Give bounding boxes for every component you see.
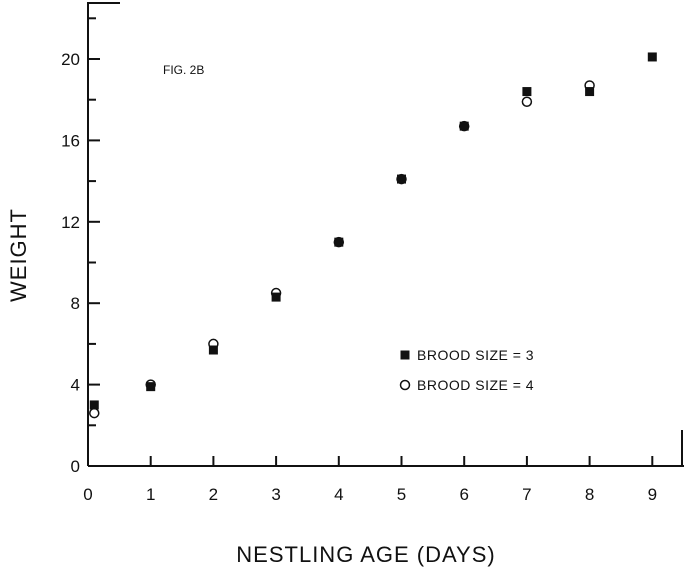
- brood-3-point: [459, 121, 469, 131]
- x-tick-label: 4: [334, 485, 343, 504]
- x-tick-label: 7: [522, 485, 531, 504]
- brood-3-point: [208, 345, 218, 355]
- x-tick-label: 1: [146, 485, 155, 504]
- x-axis-title: NESTLING AGE (DAYS): [236, 542, 495, 567]
- y-tick-label: 20: [61, 50, 80, 69]
- brood-4-point: [584, 80, 595, 91]
- brood-3-point: [146, 382, 156, 392]
- figure-label: FIG. 2B: [163, 63, 204, 77]
- y-tick-label: 16: [61, 131, 80, 150]
- brood-4-point: [145, 379, 156, 390]
- x-tick-label: 0: [83, 485, 92, 504]
- legend-square-marker: [400, 350, 410, 360]
- brood-4-point: [208, 338, 219, 350]
- brood-4-point: [89, 407, 100, 419]
- y-tick-label: 0: [71, 457, 80, 476]
- brood-4-point: [333, 236, 345, 248]
- y-tick-label: 8: [71, 294, 80, 313]
- y-axis-title: WEIGHT: [6, 208, 31, 302]
- brood-3-point: [397, 174, 406, 184]
- legend-label: BROOD SIZE = 3: [417, 347, 534, 363]
- x-tick-label: 5: [397, 485, 406, 504]
- brood-3-point: [585, 87, 595, 97]
- y-tick-label: 4: [71, 376, 80, 395]
- brood-4-point: [396, 173, 407, 185]
- legend-label: BROOD SIZE = 4: [417, 377, 534, 393]
- x-tick-label: 6: [459, 485, 468, 504]
- data-points: [89, 52, 657, 419]
- brood-3-point: [647, 52, 657, 62]
- legend-circle-marker: [399, 379, 411, 391]
- brood-4-point: [521, 96, 533, 107]
- x-tick-label: 3: [271, 485, 280, 504]
- brood-4-point: [458, 120, 470, 132]
- brood-3-point: [89, 400, 99, 410]
- brood-3-point: [522, 87, 532, 97]
- x-tick-label: 2: [209, 485, 218, 504]
- y-tick-label: 12: [61, 213, 80, 232]
- x-tick-label: 9: [648, 485, 657, 504]
- brood-3-point: [334, 237, 344, 247]
- brood-4-point: [270, 287, 282, 299]
- legend: BROOD SIZE = 3 BROOD SIZE = 4: [399, 347, 534, 393]
- x-tick-label: 8: [585, 485, 594, 504]
